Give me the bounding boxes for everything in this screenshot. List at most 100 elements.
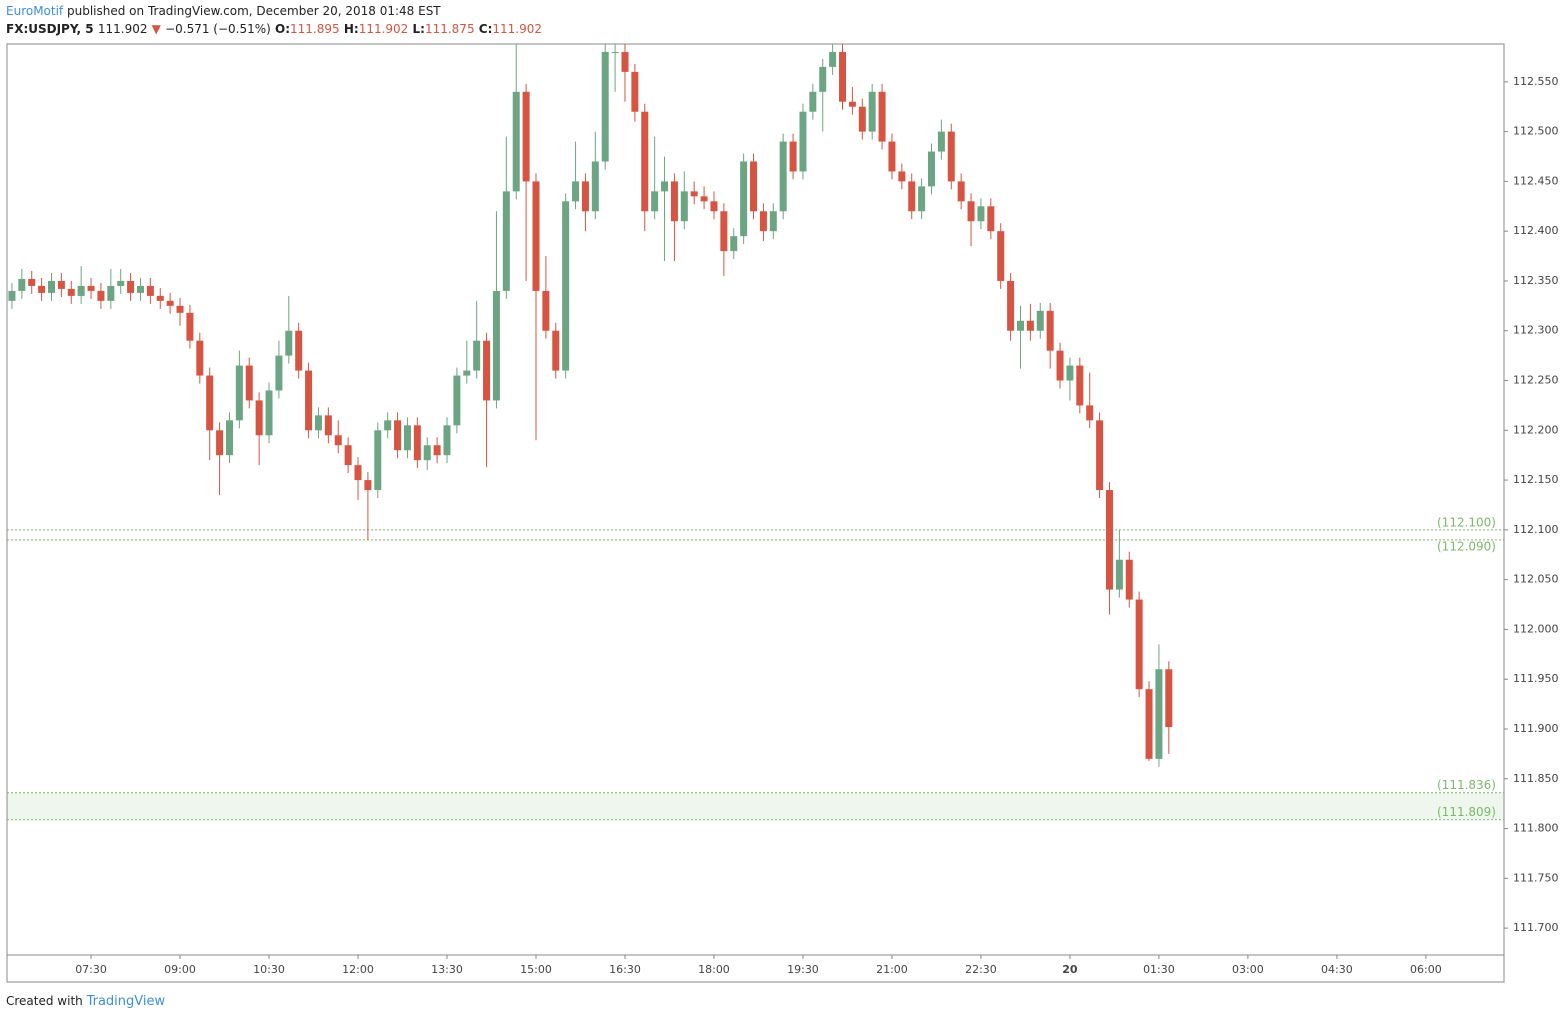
candle-body [166, 300, 174, 306]
candle-body [38, 285, 46, 293]
candle-body [433, 445, 441, 456]
candle-body [928, 151, 936, 187]
candle-body [18, 278, 26, 291]
candle-body [146, 285, 154, 296]
candle-body [937, 131, 945, 152]
y-tick-label: 112.500 [1513, 125, 1559, 138]
candle-body [848, 101, 856, 107]
candle-body [1165, 669, 1173, 728]
candle-body [1125, 559, 1133, 600]
candle-body [1016, 320, 1024, 331]
candle-body [799, 111, 807, 172]
c-label: C: [478, 22, 493, 36]
candle-body [512, 91, 520, 192]
y-tick-label: 112.100 [1513, 523, 1559, 536]
candle-body [206, 375, 214, 431]
candle-body [957, 181, 965, 202]
candle-body [611, 51, 619, 53]
candle-body [107, 285, 115, 301]
candle-body [908, 181, 916, 212]
candle-body [591, 161, 599, 212]
ohlc-line: FX:USDJPY, 5 111.902 ▼ −0.571 (−0.51%) O… [6, 22, 542, 36]
candle-body [492, 290, 500, 401]
candle-body [661, 181, 669, 192]
candle-body [275, 355, 283, 391]
y-tick-label: 111.700 [1513, 921, 1559, 934]
symbol: FX:USDJPY, 5 [6, 22, 94, 36]
candle-body [1115, 559, 1123, 590]
brand[interactable]: TradingView [86, 994, 166, 1009]
y-tick-label: 112.300 [1513, 324, 1559, 337]
candle-body [324, 415, 332, 436]
x-tick-label: 16:30 [609, 963, 641, 976]
candle-body [77, 285, 85, 296]
zone-label: (111.836) [1437, 778, 1496, 792]
candle-body [354, 465, 362, 481]
candle-body [344, 445, 352, 466]
candle-body [720, 211, 728, 252]
candle-body [127, 280, 135, 293]
y-tick-label: 112.150 [1513, 473, 1559, 486]
candle-body [463, 370, 471, 376]
candle-body [186, 312, 194, 341]
candle-body [868, 91, 876, 132]
candle-body [67, 288, 75, 296]
candle-body [581, 181, 589, 212]
candle-body [1046, 310, 1054, 351]
x-tick-label: 19:30 [787, 963, 819, 976]
candle-body [1155, 669, 1163, 759]
candle-body [374, 430, 382, 491]
x-tick-label: 20 [1062, 963, 1078, 976]
candle-body [631, 71, 639, 112]
candle-body [1145, 689, 1153, 759]
h: 111.902 [358, 22, 409, 36]
candle-body [730, 236, 738, 252]
candle-body [225, 420, 233, 456]
candle-body [87, 285, 95, 291]
candle-body [394, 420, 402, 451]
candle-body [789, 141, 797, 172]
candle-body [413, 425, 421, 461]
candle-body [364, 480, 372, 491]
y-tick-label: 112.550 [1513, 75, 1559, 88]
candle-body [334, 435, 342, 446]
y-tick-label: 112.250 [1513, 374, 1559, 387]
candle-body [1076, 365, 1084, 406]
candle-body [651, 191, 659, 212]
author[interactable]: EuroMotif [6, 4, 64, 18]
y-tick-label: 112.000 [1513, 622, 1559, 635]
candle-body [483, 340, 491, 401]
candle-body [542, 290, 550, 331]
candle-body [572, 181, 580, 202]
candle-body [97, 290, 105, 301]
candle-body [245, 365, 253, 401]
candle-body [47, 280, 55, 293]
candle-body [819, 66, 827, 92]
candle-body [641, 111, 649, 212]
candle-body [918, 186, 926, 212]
candle-body [601, 51, 609, 162]
zone [7, 792, 1504, 820]
level-label: (112.100) [1437, 515, 1496, 529]
y-tick-label: 112.400 [1513, 224, 1559, 237]
candle-body [779, 141, 787, 212]
x-tick-label: 15:00 [520, 963, 552, 976]
candle-body [216, 430, 224, 456]
candle-body [196, 340, 204, 376]
candle-body [57, 280, 65, 289]
candle-body [898, 171, 906, 182]
o-label: O: [275, 22, 291, 36]
candle-body [740, 161, 748, 237]
candle-body [562, 201, 570, 371]
candle-body [809, 91, 817, 112]
candle-body [1135, 599, 1143, 690]
candle-body [710, 201, 718, 212]
candle-body [314, 415, 322, 431]
y-tick-label: 112.350 [1513, 274, 1559, 287]
candle-body [1105, 490, 1113, 590]
x-tick-label: 13:30 [431, 963, 463, 976]
candle-body [443, 425, 451, 456]
candle-body [997, 231, 1005, 281]
candle-body [295, 330, 303, 371]
